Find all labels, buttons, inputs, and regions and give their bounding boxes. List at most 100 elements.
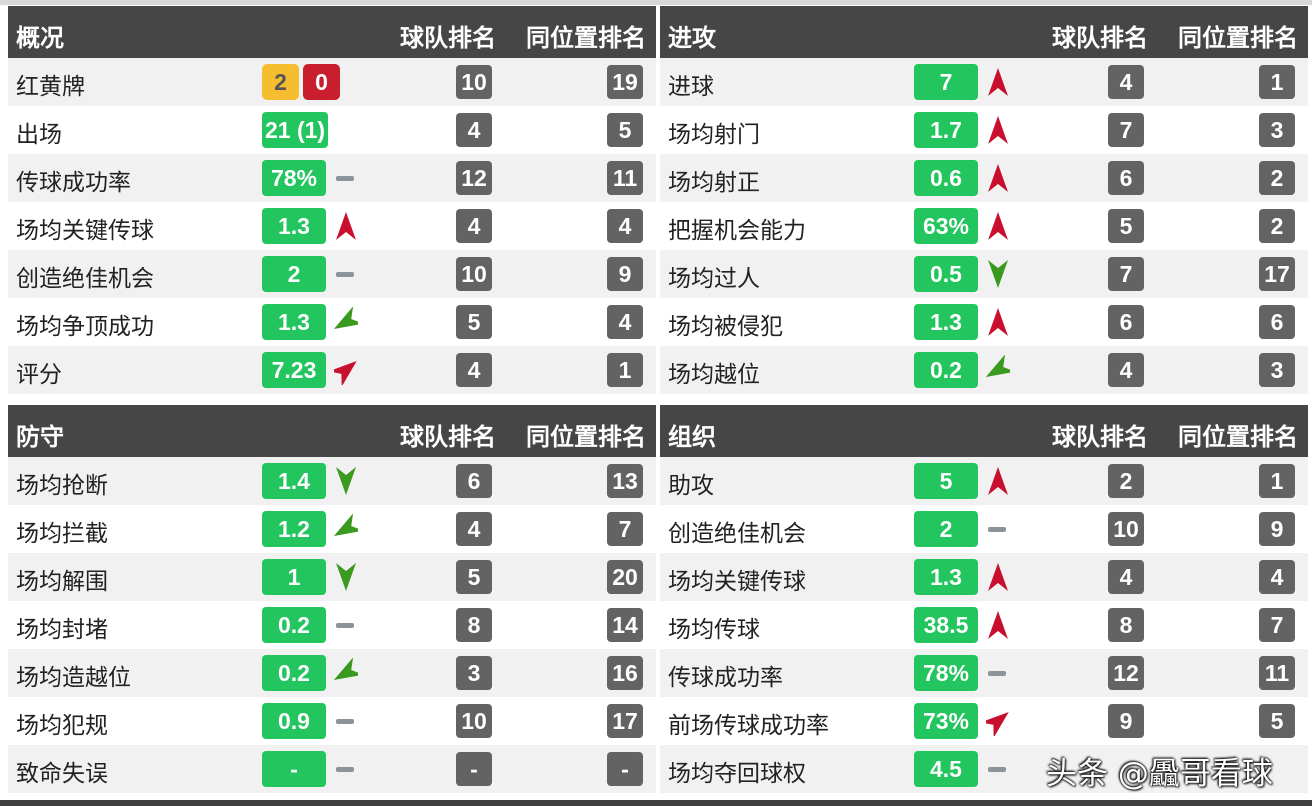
team-rank: 8 bbox=[1108, 608, 1144, 642]
trend-flat-icon bbox=[334, 262, 358, 286]
trend-up-icon bbox=[986, 467, 1010, 495]
trend-up-icon bbox=[986, 611, 1010, 639]
stat-value: 63% bbox=[914, 208, 978, 244]
panel-title: 概况 bbox=[16, 25, 64, 52]
team-rank: 5 bbox=[1108, 209, 1144, 243]
trend-slight-down-icon bbox=[985, 354, 1016, 382]
team-rank-header: 球队排名 bbox=[400, 25, 496, 52]
trend-flat-icon bbox=[334, 757, 358, 781]
position-rank: 11 bbox=[1259, 656, 1295, 690]
position-rank-header: 同位置排名 bbox=[526, 424, 646, 451]
stat-label: 出场 bbox=[16, 121, 62, 147]
team-rank: 4 bbox=[456, 353, 492, 387]
stat-row: 场均拦截 1.2 4 7 bbox=[8, 505, 656, 553]
stat-value: 78% bbox=[262, 160, 326, 196]
position-rank: 13 bbox=[607, 464, 643, 498]
stat-row: 场均解围 1 5 20 bbox=[8, 553, 656, 601]
stat-value: 1.4 bbox=[262, 463, 326, 499]
team-rank: 3 bbox=[456, 656, 492, 690]
trend-none-icon bbox=[334, 70, 358, 94]
trend-up-icon bbox=[986, 563, 1010, 591]
stat-value: 1.3 bbox=[262, 208, 326, 244]
panel-header: 防守 球队排名 同位置排名 bbox=[8, 405, 656, 457]
stat-value: 0.2 bbox=[262, 655, 326, 691]
stat-label: 传球成功率 bbox=[668, 664, 783, 690]
stat-label: 场均拦截 bbox=[16, 520, 108, 546]
stat-row: 场均传球 38.5 8 7 bbox=[660, 601, 1308, 649]
team-rank: 6 bbox=[1108, 161, 1144, 195]
stat-value: 7 bbox=[914, 64, 978, 100]
stat-label: 把握机会能力 bbox=[668, 217, 806, 243]
watermark: 头条 @飍哥看球 bbox=[1046, 756, 1273, 792]
stat-row: 创造绝佳机会 2 10 9 bbox=[660, 505, 1308, 553]
position-rank-header: 同位置排名 bbox=[526, 25, 646, 52]
stat-value: 1.3 bbox=[914, 559, 978, 595]
team-rank: 4 bbox=[1108, 353, 1144, 387]
stat-value: 38.5 bbox=[914, 607, 978, 643]
stats-panel: 进攻 球队排名 同位置排名 进球 7 4 1 场均射门 1.7 7 3 场均射正 0.6 6 2 … bbox=[660, 6, 1308, 394]
stat-label: 前场传球成功率 bbox=[668, 712, 829, 738]
team-rank: 12 bbox=[1108, 656, 1144, 690]
stat-label: 场均封堵 bbox=[16, 616, 108, 642]
panel-title: 进攻 bbox=[668, 25, 716, 52]
trend-slight-down-icon bbox=[333, 306, 364, 334]
stat-value: 7.23 bbox=[262, 352, 326, 388]
stat-value: 0.2 bbox=[262, 607, 326, 643]
position-rank: 2 bbox=[1259, 161, 1295, 195]
bottom-bar bbox=[0, 800, 1312, 806]
trend-up-icon bbox=[986, 308, 1010, 336]
stat-value: 1.7 bbox=[914, 112, 978, 148]
stat-row: 场均射门 1.7 7 3 bbox=[660, 106, 1308, 154]
stat-value: 1.3 bbox=[262, 304, 326, 340]
stat-label: 场均被侵犯 bbox=[668, 313, 783, 339]
stat-row: 创造绝佳机会 2 10 9 bbox=[8, 250, 656, 298]
stat-label: 场均射正 bbox=[668, 169, 760, 195]
team-rank: 10 bbox=[456, 65, 492, 99]
team-rank: 2 bbox=[1108, 464, 1144, 498]
team-rank: 6 bbox=[1108, 305, 1144, 339]
position-rank: 3 bbox=[1259, 353, 1295, 387]
stat-label: 致命失误 bbox=[16, 760, 108, 786]
position-rank-header: 同位置排名 bbox=[1178, 25, 1298, 52]
position-rank: 17 bbox=[607, 704, 643, 738]
stat-row: 场均射正 0.6 6 2 bbox=[660, 154, 1308, 202]
team-rank-header: 球队排名 bbox=[400, 424, 496, 451]
red-card-count: 0 bbox=[303, 64, 340, 100]
stat-label: 助攻 bbox=[668, 472, 714, 498]
position-rank: 7 bbox=[607, 512, 643, 546]
stats-panel: 防守 球队排名 同位置排名 场均抢断 1.4 6 13 场均拦截 1.2 4 7 场均解围 1… bbox=[8, 405, 656, 793]
stat-row: 传球成功率 78% 12 11 bbox=[8, 154, 656, 202]
trend-slight-up-icon bbox=[328, 358, 358, 387]
stat-row: 场均过人 0.5 7 17 bbox=[660, 250, 1308, 298]
stat-row: 把握机会能力 63% 5 2 bbox=[660, 202, 1308, 250]
stat-row: 评分 7.23 4 1 bbox=[8, 346, 656, 394]
trend-none-icon bbox=[334, 118, 358, 142]
stat-row: 场均夺回球权 4.5 bbox=[660, 745, 1308, 793]
stat-value: 73% bbox=[914, 703, 978, 739]
stat-row: 进球 7 4 1 bbox=[660, 58, 1308, 106]
stat-label: 评分 bbox=[16, 361, 62, 387]
position-rank: 9 bbox=[1259, 512, 1295, 546]
team-rank: 4 bbox=[456, 512, 492, 546]
position-rank: 7 bbox=[1259, 608, 1295, 642]
stat-row: 前场传球成功率 73% 9 5 bbox=[660, 697, 1308, 745]
position-rank: 5 bbox=[607, 113, 643, 147]
stat-value: 2 bbox=[262, 256, 326, 292]
position-rank: 19 bbox=[607, 65, 643, 99]
trend-flat-icon bbox=[986, 517, 1010, 541]
stat-row: 场均造越位 0.2 3 16 bbox=[8, 649, 656, 697]
position-rank: 3 bbox=[1259, 113, 1295, 147]
trend-down-icon bbox=[986, 260, 1010, 288]
stat-label: 场均抢断 bbox=[16, 472, 108, 498]
stat-label: 场均关键传球 bbox=[668, 568, 806, 594]
stat-value: 0.6 bbox=[914, 160, 978, 196]
stat-value: 1 bbox=[262, 559, 326, 595]
stat-value: 0.9 bbox=[262, 703, 326, 739]
position-rank: 1 bbox=[607, 353, 643, 387]
position-rank: 20 bbox=[607, 560, 643, 594]
stat-value: 78% bbox=[914, 655, 978, 691]
cards-badges: 2 0 bbox=[262, 64, 340, 100]
yellow-card-count: 2 bbox=[262, 64, 299, 100]
trend-down-icon bbox=[334, 563, 358, 591]
team-rank: 4 bbox=[1108, 560, 1144, 594]
